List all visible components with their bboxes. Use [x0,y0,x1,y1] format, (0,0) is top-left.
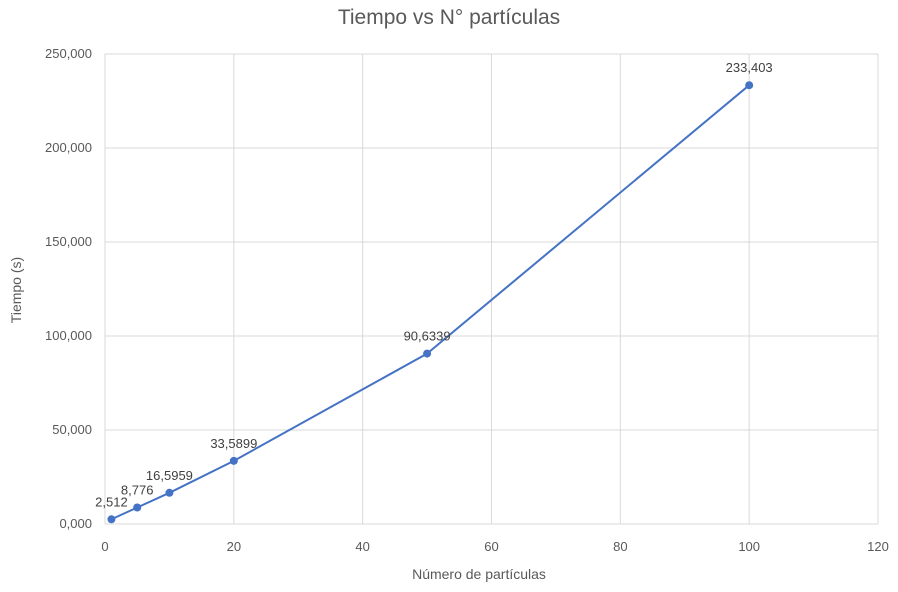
y-tick-label: 50,000 [52,422,92,437]
series-line-path [111,84,750,521]
y-tick-label: 100,000 [45,328,92,343]
data-point [165,488,174,497]
y-tick-label: 250,000 [45,46,92,61]
x-tick-labels: 0 20 40 60 80 100 120 [101,539,888,554]
data-label: 16,5959 [146,468,193,483]
data-point [107,515,116,524]
y-tick-label: 0,000 [59,516,92,531]
data-label: 90,6339 [404,329,451,344]
y-tick-labels: 0,000 50,000 100,000 150,000 200,000 250,000 [45,46,92,531]
x-tick-label: 120 [867,539,889,554]
x-tick-label: 100 [738,539,760,554]
data-point [745,81,754,90]
x-tick-label: 40 [355,539,369,554]
x-tick-label: 60 [484,539,498,554]
data-points [107,81,754,524]
data-point [423,349,432,358]
data-point [229,456,238,465]
series-line [111,84,750,521]
data-point [133,503,142,512]
x-tick-label: 80 [613,539,627,554]
x-tick-label: 20 [227,539,241,554]
y-tick-label: 200,000 [45,140,92,155]
data-label: 8,776 [121,483,154,498]
x-tick-label: 0 [101,539,108,554]
chart-title: Tiempo vs N° partículas [337,6,561,29]
gridlines [104,53,879,525]
data-label: 233,403 [726,60,773,75]
data-label: 33,5899 [210,436,257,451]
data-label: 2,512 [95,494,128,509]
x-axis-label: Número de partículas [412,566,546,582]
y-tick-label: 150,000 [45,234,92,249]
